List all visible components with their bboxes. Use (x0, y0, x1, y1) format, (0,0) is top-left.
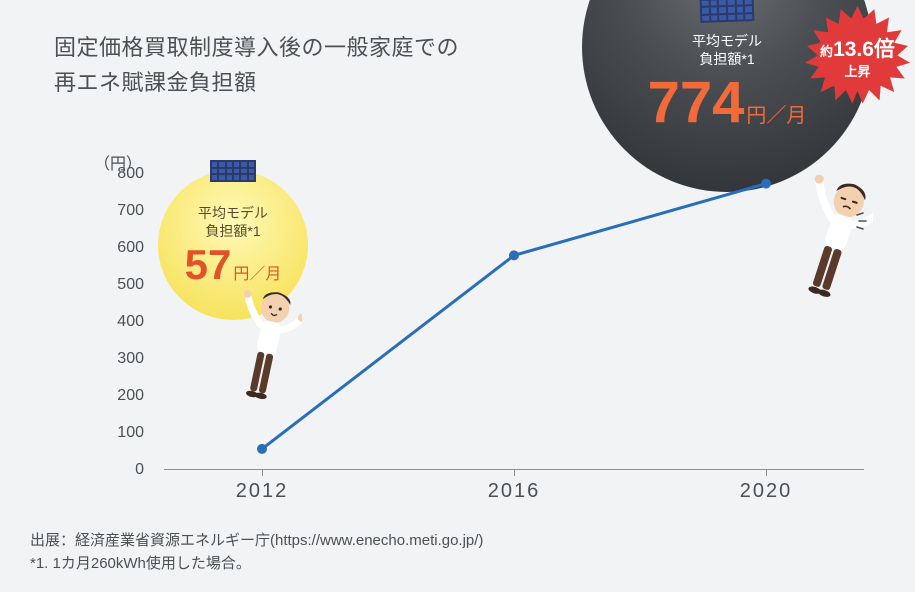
y-tick: 100 (104, 425, 144, 441)
y-axis: 0 100 200 300 400 500 600 700 800 (114, 174, 154, 470)
increase-badge: 約13.6倍 上昇 (805, 6, 910, 111)
x-label: 2016 (488, 480, 541, 503)
chart-title: 固定価格買取制度導入後の一般家庭での 再エネ賦課金負担額 (54, 30, 459, 100)
x-axis-labels: 2012 2016 2020 (164, 480, 864, 510)
title-line2: 再エネ賦課金負担額 (54, 70, 257, 95)
footnote-source: 出展：経済産業省資源エネルギー庁(https://www.enecho.meti… (30, 530, 483, 553)
footnotes: 出展：経済産業省資源エネルギー庁(https://www.enecho.meti… (30, 530, 483, 575)
badge-text: 約13.6倍 上昇 (820, 37, 895, 80)
y-tick: 200 (104, 388, 144, 404)
y-tick: 600 (104, 240, 144, 256)
title-line1: 固定価格買取制度導入後の一般家庭での (54, 35, 459, 60)
y-tick: 700 (104, 203, 144, 219)
callout-small-value: 57 円／月 (185, 244, 282, 286)
solar-panel-icon (700, 0, 755, 23)
person-illustration-small (230, 285, 302, 420)
callout-small-label: 平均モデル 負担額*1 (198, 204, 268, 240)
y-tick: 500 (104, 277, 144, 293)
y-tick: 0 (104, 462, 144, 478)
footnote-condition: *1. 1カ月260kWh使用した場合。 (30, 553, 483, 576)
y-tick: 800 (104, 166, 144, 182)
person-illustration-large (795, 175, 873, 320)
x-label: 2012 (236, 480, 289, 503)
solar-panel-icon (210, 160, 256, 182)
callout-large-value: 774 円／月 (648, 74, 807, 132)
y-tick: 300 (104, 351, 144, 367)
callout-large-label: 平均モデル 負担額*1 (692, 32, 762, 68)
x-label: 2020 (740, 480, 793, 503)
y-tick: 400 (104, 314, 144, 330)
